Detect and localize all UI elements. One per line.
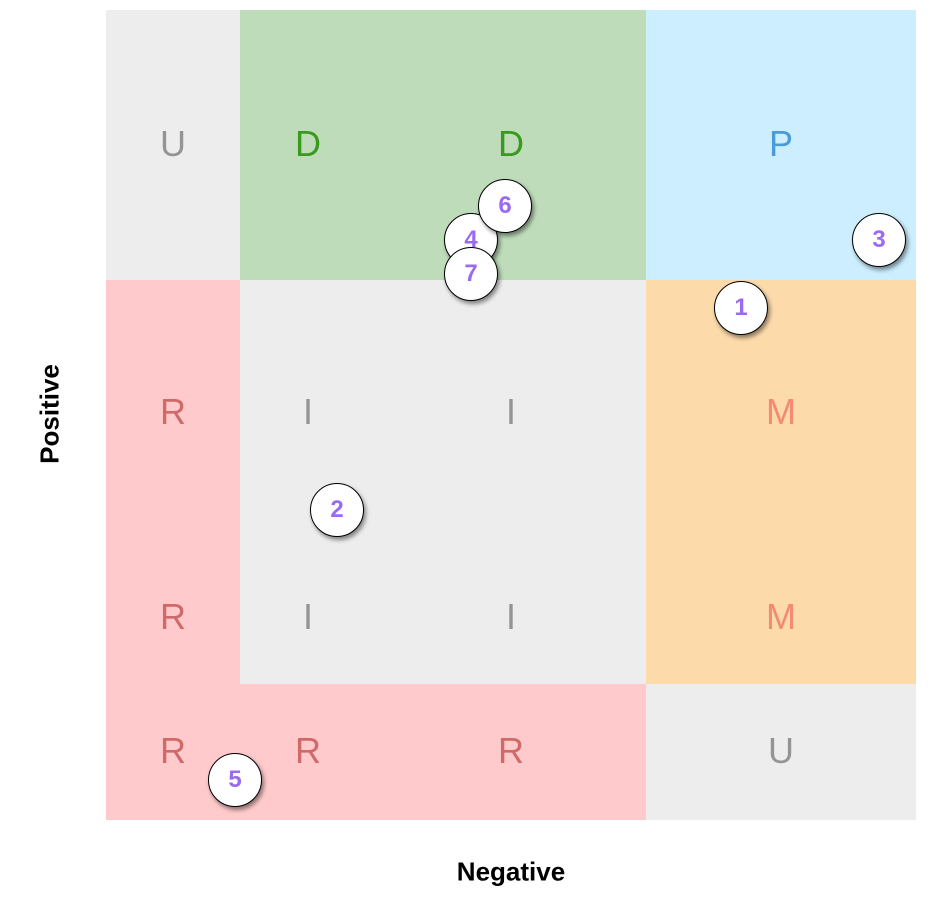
cell-label: U: [768, 730, 794, 771]
cell-label: R: [498, 730, 524, 771]
marker-5[interactable]: 5: [208, 753, 262, 807]
cell-label: M: [766, 596, 796, 637]
cell-label: R: [295, 730, 321, 771]
cell-label: R: [160, 596, 186, 637]
marker-3[interactable]: 3: [852, 213, 906, 267]
cell-label: I: [302, 596, 313, 637]
y-axis-label: Positive: [34, 364, 65, 464]
region-i: [240, 280, 646, 684]
marker-7[interactable]: 7: [444, 247, 498, 301]
cell-label: I: [505, 596, 516, 637]
region-unclassified-top-left: [106, 10, 240, 280]
region-unclassified-bottom-right: [646, 684, 916, 820]
region-d: [240, 10, 646, 280]
region-r-bottom: [106, 684, 646, 820]
cell-label: R: [160, 730, 186, 771]
cell-label: D: [295, 123, 321, 164]
cell-label: I: [302, 391, 313, 432]
region-r-left: [106, 280, 240, 684]
cell-label: P: [768, 123, 793, 164]
marker-2[interactable]: 2: [310, 483, 364, 537]
cell-label: R: [160, 391, 186, 432]
marker-6[interactable]: 6: [478, 179, 532, 233]
cell-label: M: [766, 391, 796, 432]
marker-1[interactable]: 1: [714, 281, 768, 335]
region-m: [646, 280, 916, 684]
cell-label: U: [160, 123, 186, 164]
cell-label: D: [498, 123, 524, 164]
x-axis-label: Negative: [456, 856, 566, 887]
cell-label: I: [505, 391, 516, 432]
